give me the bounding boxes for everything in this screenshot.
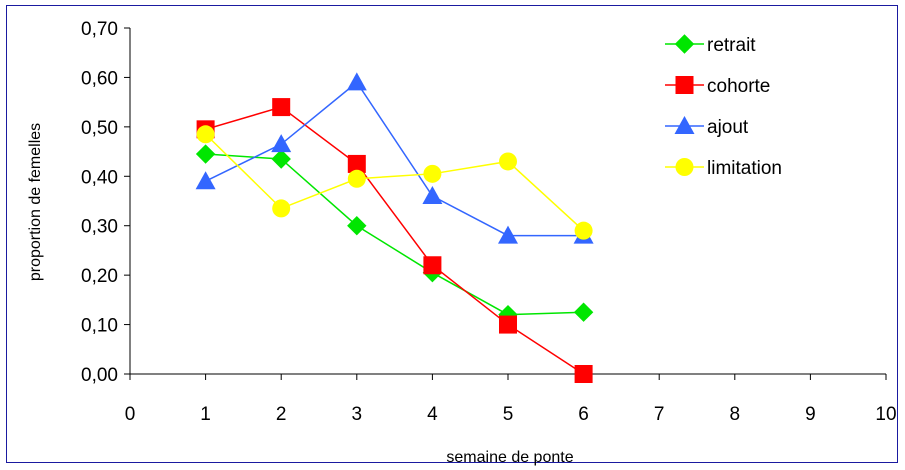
data-point-cohorte: [574, 365, 593, 383]
data-point-ajout: [422, 186, 443, 205]
x-tick-label: 9: [805, 404, 816, 425]
y-tick-label: 0,70: [81, 19, 118, 40]
data-point-limitation: [272, 199, 291, 218]
x-tick-label: 2: [276, 404, 287, 425]
legend-marker: [674, 116, 695, 134]
x-tick-label: 0: [125, 404, 136, 425]
data-point-retrait: [573, 302, 594, 322]
legend-marker: [675, 158, 694, 176]
data-point-ajout: [271, 134, 292, 153]
data-point-ajout: [346, 72, 367, 91]
series-line-retrait: [205, 153, 584, 316]
x-tick-label: 1: [200, 404, 211, 425]
y-tick-label: 0,00: [81, 365, 118, 386]
series-line-cohorte: [205, 106, 585, 375]
data-point-retrait: [347, 216, 367, 236]
data-point-retrait: [271, 149, 291, 169]
x-tick-label: 6: [578, 404, 589, 425]
x-tick-label: 3: [352, 404, 363, 425]
data-point-cohorte: [272, 98, 291, 117]
data-point-cohorte: [499, 315, 517, 334]
legend-label: cohorte: [707, 76, 770, 97]
series-line-ajout: [205, 81, 584, 237]
data-point-limitation: [347, 169, 366, 188]
data-point-limitation: [423, 164, 442, 183]
data-point-limitation: [574, 221, 593, 240]
legend-label: retrait: [707, 35, 756, 56]
y-tick-label: 0,40: [81, 167, 118, 188]
chart-frame: [6, 5, 898, 463]
y-tick-label: 0,50: [81, 118, 118, 139]
legend-item-cohorte: cohorte: [665, 76, 770, 97]
x-tick-label: 5: [503, 404, 514, 425]
legend-label: ajout: [707, 117, 749, 138]
x-tick-label: 8: [730, 404, 741, 425]
data-point-retrait: [195, 144, 216, 164]
y-tick-label: 0,30: [81, 217, 118, 238]
data-point-cohorte: [347, 154, 366, 173]
legend-marker: [674, 34, 695, 54]
series-line-limitation: [205, 133, 585, 232]
x-axis-title: semaine de ponte: [446, 449, 573, 466]
series-cohorte: [196, 98, 593, 383]
data-point-limitation: [499, 152, 517, 171]
legend-item-limitation: limitation: [665, 158, 782, 179]
y-tick-label: 0,60: [81, 68, 118, 89]
legend-item-retrait: retrait: [665, 34, 756, 56]
data-point-cohorte: [423, 256, 442, 275]
y-axis-title: proportion de femelles: [27, 123, 44, 281]
x-tick-label: 4: [427, 404, 438, 425]
legend-item-ajout: ajout: [665, 116, 749, 138]
series-retrait: [195, 144, 594, 325]
legend-marker: [675, 76, 694, 94]
data-point-limitation: [196, 125, 215, 144]
y-tick-label: 0,20: [81, 266, 118, 287]
data-point-ajout: [195, 171, 216, 190]
x-tick-label: 7: [654, 404, 665, 425]
x-tick-label: 10: [875, 404, 896, 425]
y-tick-label: 0,10: [81, 316, 118, 337]
legend-label: limitation: [707, 158, 782, 179]
series-limitation: [196, 125, 593, 240]
data-point-ajout: [498, 225, 518, 244]
